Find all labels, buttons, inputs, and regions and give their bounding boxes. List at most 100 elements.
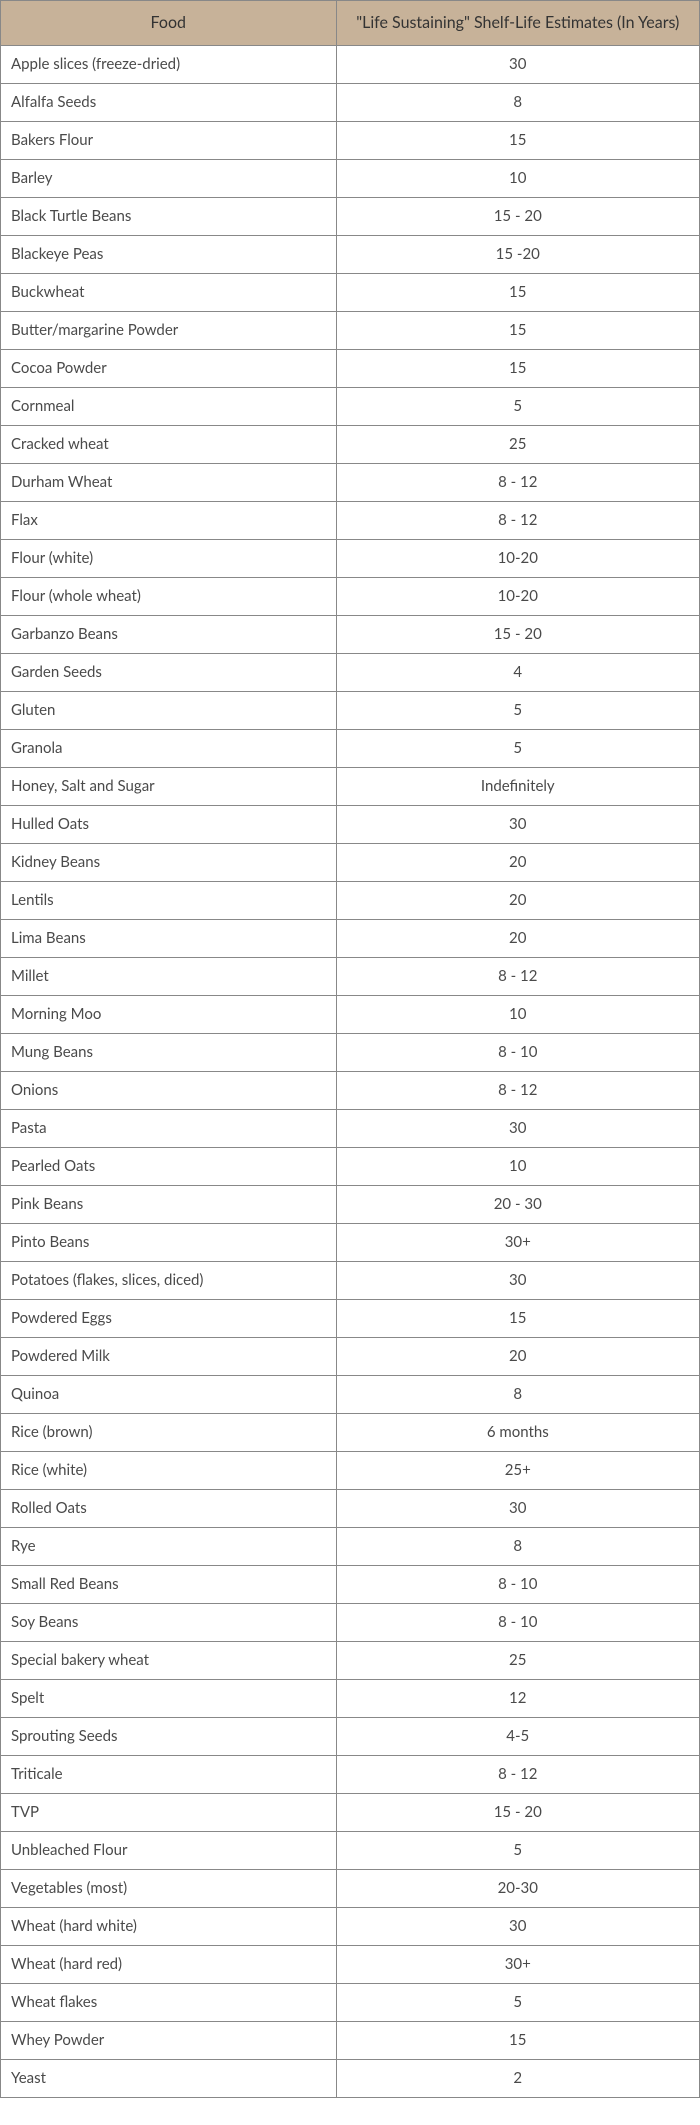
shelf-cell: 10 [336, 1148, 699, 1186]
shelf-cell: 5 [336, 692, 699, 730]
table-row: Apple slices (freeze-dried)30 [1, 46, 700, 84]
food-cell: Kidney Beans [1, 844, 337, 882]
shelf-cell: 8 - 10 [336, 1566, 699, 1604]
food-cell: Pink Beans [1, 1186, 337, 1224]
table-row: Flour (whole wheat)10-20 [1, 578, 700, 616]
header-row: Food "Life Sustaining" Shelf-Life Estima… [1, 1, 700, 46]
table-row: Pasta30 [1, 1110, 700, 1148]
table-row: Triticale8 - 12 [1, 1756, 700, 1794]
food-cell: Whey Powder [1, 2022, 337, 2060]
food-cell: Granola [1, 730, 337, 768]
shelf-cell: 15 [336, 122, 699, 160]
food-cell: Onions [1, 1072, 337, 1110]
table-row: Rice (white)25+ [1, 1452, 700, 1490]
table-row: Lima Beans20 [1, 920, 700, 958]
table-row: Powdered Milk20 [1, 1338, 700, 1376]
shelf-cell: 8 [336, 1528, 699, 1566]
shelf-cell: 5 [336, 1832, 699, 1870]
shelf-cell: 8 - 12 [336, 1756, 699, 1794]
shelf-cell: 15 [336, 1300, 699, 1338]
shelf-cell: 30 [336, 806, 699, 844]
food-cell: Wheat (hard red) [1, 1946, 337, 1984]
shelf-cell: 10-20 [336, 578, 699, 616]
shelf-cell: 10-20 [336, 540, 699, 578]
food-cell: Triticale [1, 1756, 337, 1794]
food-cell: Butter/margarine Powder [1, 312, 337, 350]
table-row: TVP15 - 20 [1, 1794, 700, 1832]
table-row: Morning Moo10 [1, 996, 700, 1034]
food-cell: Powdered Eggs [1, 1300, 337, 1338]
shelf-cell: 15 [336, 350, 699, 388]
table-row: Alfalfa Seeds8 [1, 84, 700, 122]
shelf-cell: 4 [336, 654, 699, 692]
table-row: Spelt12 [1, 1680, 700, 1718]
food-cell: Mung Beans [1, 1034, 337, 1072]
shelf-cell: Indefinitely [336, 768, 699, 806]
shelf-cell: 25 [336, 1642, 699, 1680]
food-cell: Lima Beans [1, 920, 337, 958]
food-cell: Durham Wheat [1, 464, 337, 502]
table-row: Flour (white)10-20 [1, 540, 700, 578]
shelf-cell: 8 - 10 [336, 1604, 699, 1642]
food-cell: Cocoa Powder [1, 350, 337, 388]
shelf-cell: 12 [336, 1680, 699, 1718]
food-cell: Alfalfa Seeds [1, 84, 337, 122]
table-row: Hulled Oats30 [1, 806, 700, 844]
table-row: Pink Beans20 - 30 [1, 1186, 700, 1224]
shelf-cell: 8 - 12 [336, 464, 699, 502]
shelf-cell: 5 [336, 388, 699, 426]
table-row: Cocoa Powder15 [1, 350, 700, 388]
food-cell: Flax [1, 502, 337, 540]
table-row: Garden Seeds4 [1, 654, 700, 692]
table-row: Special bakery wheat25 [1, 1642, 700, 1680]
shelf-cell: 15 [336, 2022, 699, 2060]
table-row: Yeast2 [1, 2060, 700, 2098]
shelf-cell: 30+ [336, 1946, 699, 1984]
table-row: Sprouting Seeds4-5 [1, 1718, 700, 1756]
table-row: Bakers Flour15 [1, 122, 700, 160]
food-cell: Flour (white) [1, 540, 337, 578]
food-cell: Barley [1, 160, 337, 198]
table-row: Buckwheat15 [1, 274, 700, 312]
table-row: Cornmeal5 [1, 388, 700, 426]
shelf-cell: 4-5 [336, 1718, 699, 1756]
food-cell: Unbleached Flour [1, 1832, 337, 1870]
shelf-cell: 25+ [336, 1452, 699, 1490]
food-cell: Rolled Oats [1, 1490, 337, 1528]
table-row: Onions8 - 12 [1, 1072, 700, 1110]
table-row: Garbanzo Beans15 - 20 [1, 616, 700, 654]
shelf-cell: 20 [336, 1338, 699, 1376]
table-row: Whey Powder15 [1, 2022, 700, 2060]
food-cell: Gluten [1, 692, 337, 730]
food-cell: Vegetables (most) [1, 1870, 337, 1908]
shelf-cell: 15 [336, 312, 699, 350]
food-cell: Pasta [1, 1110, 337, 1148]
shelf-cell: 20-30 [336, 1870, 699, 1908]
table-row: Gluten5 [1, 692, 700, 730]
food-cell: Pearled Oats [1, 1148, 337, 1186]
food-cell: Garden Seeds [1, 654, 337, 692]
shelf-cell: 10 [336, 160, 699, 198]
table-row: Blackeye Peas15 -20 [1, 236, 700, 274]
shelf-cell: 30 [336, 46, 699, 84]
table-row: Pinto Beans30+ [1, 1224, 700, 1262]
shelf-cell: 20 [336, 920, 699, 958]
table-row: Barley10 [1, 160, 700, 198]
food-cell: TVP [1, 1794, 337, 1832]
shelf-cell: 8 [336, 1376, 699, 1414]
table-row: Small Red Beans8 - 10 [1, 1566, 700, 1604]
food-cell: Blackeye Peas [1, 236, 337, 274]
shelf-cell: 20 [336, 882, 699, 920]
shelf-cell: 6 months [336, 1414, 699, 1452]
table-row: Pearled Oats10 [1, 1148, 700, 1186]
food-cell: Millet [1, 958, 337, 996]
shelf-cell: 10 [336, 996, 699, 1034]
shelf-cell: 30+ [336, 1224, 699, 1262]
table-row: Honey, Salt and SugarIndefinitely [1, 768, 700, 806]
table-row: Wheat (hard white)30 [1, 1908, 700, 1946]
header-food: Food [1, 1, 337, 46]
table-row: Mung Beans8 - 10 [1, 1034, 700, 1072]
shelf-cell: 20 [336, 844, 699, 882]
table-row: Unbleached Flour5 [1, 1832, 700, 1870]
table-head: Food "Life Sustaining" Shelf-Life Estima… [1, 1, 700, 46]
